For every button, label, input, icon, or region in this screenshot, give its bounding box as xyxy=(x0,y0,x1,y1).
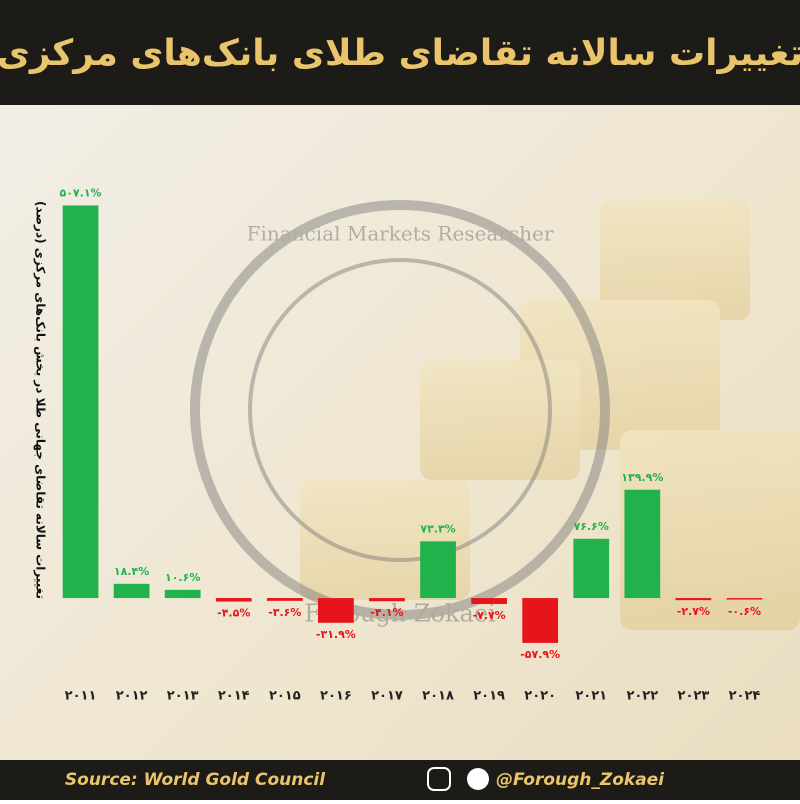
bar xyxy=(369,598,405,602)
chart-title: تغییرات سالانه تقاضای طلای بانک‌های مرکز… xyxy=(0,33,800,74)
handle: @Forough_Zokaei xyxy=(496,770,665,790)
x-tick-label: ۲۰۱۶ xyxy=(320,689,352,704)
bar xyxy=(675,598,712,601)
source: Source: World Gold Council xyxy=(65,770,326,790)
x-tick-label: ۲۰۲۱ xyxy=(575,689,607,704)
bar xyxy=(164,589,201,599)
bar xyxy=(471,598,507,605)
value-label: ۵۰۷.۱% xyxy=(60,186,102,199)
bar xyxy=(62,205,99,599)
bar xyxy=(522,598,559,643)
value-label: -۴.۵% xyxy=(217,607,250,620)
telegram-icon xyxy=(467,768,489,790)
x-tick-label: ۲۰۲۴ xyxy=(729,689,761,704)
value-label: -۵۷.۹% xyxy=(520,648,560,661)
title-band xyxy=(0,0,800,105)
bar xyxy=(318,598,354,623)
value-label: ۷۶.۶% xyxy=(574,520,609,533)
x-tick-label: ۲۰۱۹ xyxy=(473,689,505,704)
x-tick-label: ۲۰۱۵ xyxy=(269,689,301,704)
x-tick-label: ۲۰۱۸ xyxy=(422,689,454,704)
x-tick-label: ۲۰۱۳ xyxy=(167,689,199,704)
bar xyxy=(215,598,252,602)
x-tick-label: ۲۰۱۷ xyxy=(371,689,403,704)
x-tick-label: ۲۰۲۲ xyxy=(626,689,658,704)
bar xyxy=(420,541,456,599)
value-label: -۷.۷% xyxy=(473,609,506,622)
value-label: -۲.۷% xyxy=(677,605,710,618)
x-tick-label: ۲۰۱۱ xyxy=(65,689,97,704)
value-label: ۱۰.۶% xyxy=(165,571,200,584)
instagram-icon xyxy=(427,767,451,791)
bar xyxy=(266,598,303,601)
x-tick-label: ۲۰۱۲ xyxy=(116,689,148,704)
footer-band xyxy=(0,760,800,800)
y-axis-label: تغییرات سالانه تقاضای جهانی طلا در بخش ب… xyxy=(34,201,48,599)
bar xyxy=(113,583,150,599)
value-label: ۱۸.۴% xyxy=(114,565,149,578)
x-tick-label: ۲۰۲۰ xyxy=(524,689,556,704)
value-label: -۳۱.۹% xyxy=(316,628,356,641)
value-label: ۱۳۹.۹% xyxy=(621,471,663,484)
bar xyxy=(726,598,763,600)
value-label: -۴.۱% xyxy=(370,606,403,619)
bar xyxy=(624,489,661,599)
x-tick-label: ۲۰۱۴ xyxy=(218,689,250,704)
value-label: -۰.۶% xyxy=(728,605,761,618)
value-label: -۳.۶% xyxy=(268,606,301,619)
bar xyxy=(573,538,610,599)
value-label: ۷۳.۳% xyxy=(420,522,455,535)
x-tick-label: ۲۰۲۳ xyxy=(678,689,710,704)
watermark-text: Financial Markets Researcher xyxy=(247,222,554,246)
